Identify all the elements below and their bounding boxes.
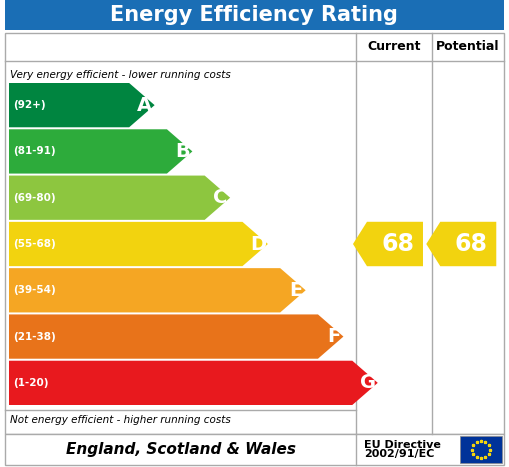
- Text: (92+): (92+): [13, 100, 46, 110]
- Text: England, Scotland & Wales: England, Scotland & Wales: [66, 442, 296, 457]
- Text: F: F: [327, 327, 340, 346]
- Polygon shape: [426, 222, 496, 266]
- Text: Very energy efficient - lower running costs: Very energy efficient - lower running co…: [10, 70, 231, 80]
- Polygon shape: [9, 268, 306, 312]
- Bar: [5, 0, 504, 30]
- Bar: [5, 434, 504, 465]
- Polygon shape: [353, 222, 423, 266]
- Text: C: C: [213, 188, 228, 207]
- Text: Not energy efficient - higher running costs: Not energy efficient - higher running co…: [10, 415, 231, 425]
- Text: (21-38): (21-38): [13, 332, 56, 341]
- Text: B: B: [175, 142, 190, 161]
- Polygon shape: [9, 129, 192, 174]
- Text: (69-80): (69-80): [13, 193, 55, 203]
- Text: Potential: Potential: [436, 41, 499, 54]
- Text: D: D: [250, 234, 266, 254]
- Polygon shape: [9, 176, 230, 220]
- Polygon shape: [9, 314, 344, 359]
- Text: E: E: [289, 281, 302, 300]
- Text: G: G: [360, 373, 376, 392]
- Text: Energy Efficiency Rating: Energy Efficiency Rating: [110, 5, 398, 25]
- Text: 2002/91/EC: 2002/91/EC: [364, 450, 435, 460]
- Text: 68: 68: [455, 232, 488, 256]
- Polygon shape: [9, 361, 378, 405]
- Text: (39-54): (39-54): [13, 285, 56, 295]
- Polygon shape: [9, 83, 155, 127]
- Text: EU Directive: EU Directive: [364, 439, 441, 450]
- Text: (1-20): (1-20): [13, 378, 48, 388]
- Text: A: A: [137, 96, 152, 114]
- Bar: [5, 33, 504, 434]
- Text: 68: 68: [381, 232, 414, 256]
- Bar: [460, 436, 502, 463]
- Polygon shape: [9, 222, 268, 266]
- Text: Current: Current: [367, 41, 421, 54]
- Text: (81-91): (81-91): [13, 147, 55, 156]
- Text: (55-68): (55-68): [13, 239, 56, 249]
